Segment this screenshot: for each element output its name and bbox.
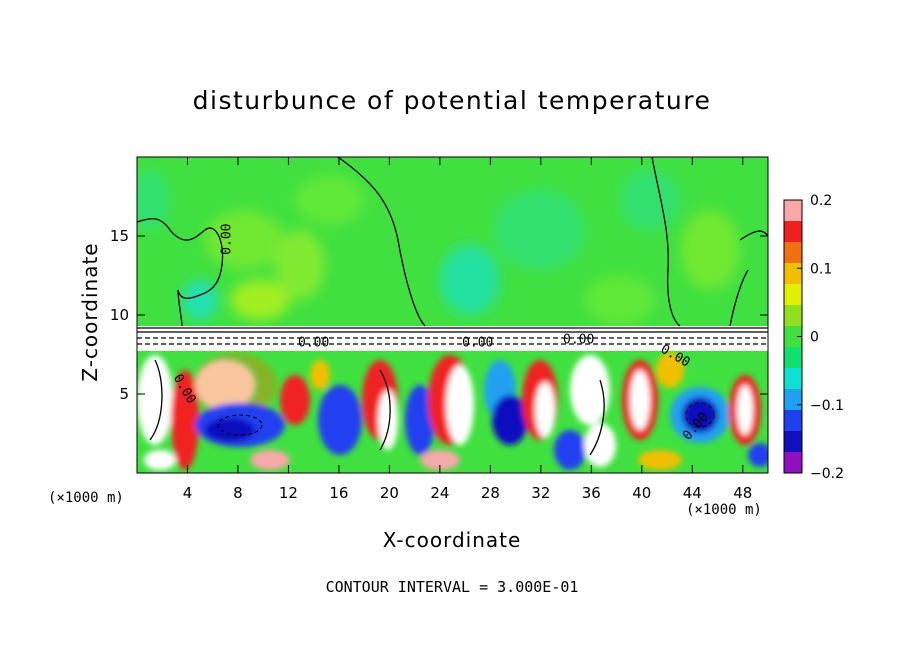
- x-tick-label: 44: [683, 484, 702, 502]
- colorbar-segment: [784, 431, 802, 453]
- contour-label: 0.00: [462, 336, 493, 351]
- x-tick-label: 4: [183, 484, 193, 502]
- colorbar-segment: [784, 263, 802, 285]
- contour-lines: [137, 157, 768, 456]
- x-tick-label: 28: [481, 484, 500, 502]
- negative-contours: [217, 402, 715, 436]
- contour-interval-note: CONTOUR INTERVAL = 3.000E-01: [325, 578, 579, 596]
- colorbar-segment: [784, 221, 802, 243]
- colorbar-segment: [784, 284, 802, 306]
- x-tick-label: 48: [733, 484, 752, 502]
- y-tick-label: 10: [110, 306, 129, 324]
- x-tick-label: 20: [380, 484, 399, 502]
- y-tick-label: 5: [119, 385, 129, 403]
- contour-label: 0.00: [563, 332, 594, 347]
- x-axis-label: X-coordinate: [382, 528, 522, 552]
- x-tick-label: 32: [531, 484, 550, 502]
- contour-label: 0.00: [219, 224, 234, 255]
- upper-layer-texture: [137, 170, 740, 325]
- x-tick-label: 24: [430, 484, 449, 502]
- colorbar-segment: [784, 389, 802, 411]
- x-tick-label: 12: [279, 484, 298, 502]
- colorbar-segment: [784, 242, 802, 264]
- colorbar-label: 0: [810, 330, 819, 346]
- colorbar-label: −0.2: [810, 466, 844, 482]
- colorbar-segment: [784, 326, 802, 348]
- x-ticks: 4 8 12 16 20 24 28 32 36 40 44 48: [183, 157, 752, 502]
- y-tick-label: 15: [110, 227, 129, 245]
- colorbar-segment: [784, 305, 802, 327]
- y-axis-label: Z-coordinate: [78, 242, 102, 382]
- contour-label: 0.00: [298, 336, 329, 351]
- colorbar: 0.2 0.1 0 −0.1 −0.2: [783, 193, 844, 482]
- colorbar-segment: [784, 410, 802, 432]
- x-tick-label: 16: [329, 484, 348, 502]
- x-tick-label: 40: [632, 484, 651, 502]
- colorbar-label: 0.1: [810, 261, 832, 277]
- x-tick-label: 8: [233, 484, 243, 502]
- colorbar-label: 0.2: [810, 193, 832, 209]
- x-tick-label: 36: [582, 484, 601, 502]
- heatmap-area: [137, 157, 768, 473]
- x-unit-label-left: (×1000 m): [48, 490, 124, 506]
- colorbar-segment: [784, 452, 802, 474]
- colorbar-label: −0.1: [810, 398, 844, 414]
- colorbar-segment: [784, 347, 802, 369]
- chart-title: disturbunce of potential temperature: [192, 86, 712, 115]
- y-ticks: 5 10 15: [110, 227, 768, 403]
- lower-layer-texture: [137, 352, 768, 470]
- x-unit-label-right: (×1000 m): [686, 502, 762, 518]
- colorbar-segment: [784, 200, 802, 222]
- colorbar-segment: [784, 368, 802, 390]
